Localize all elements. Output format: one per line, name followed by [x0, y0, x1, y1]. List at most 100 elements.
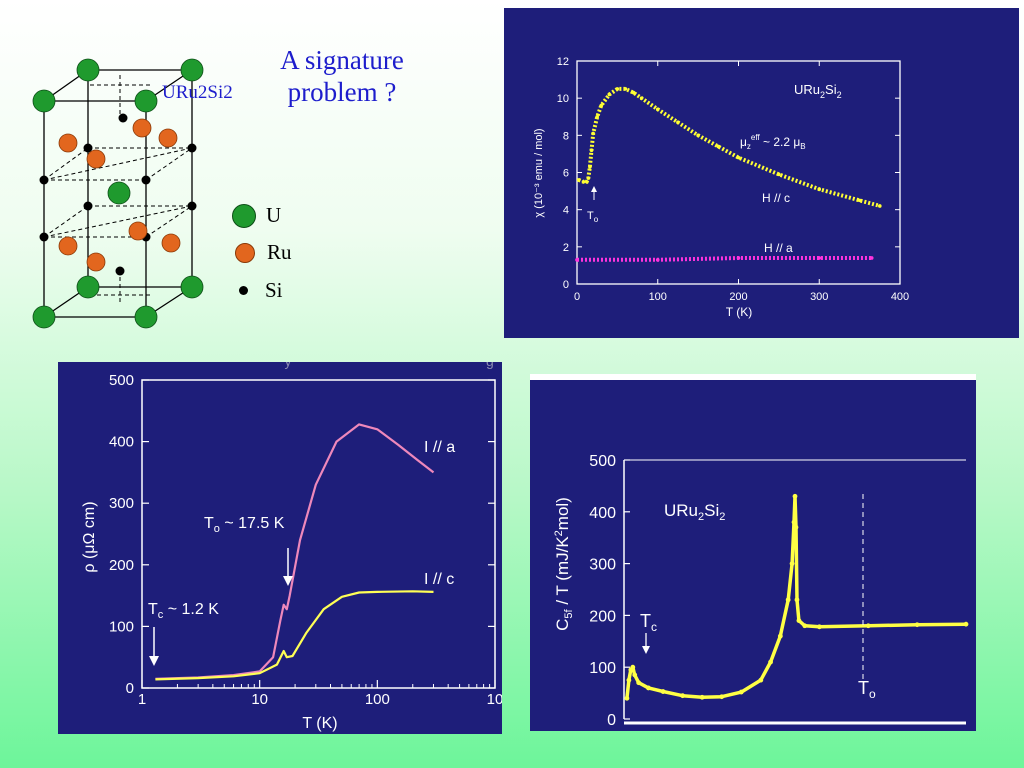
data-point — [857, 198, 862, 203]
data-point — [589, 148, 594, 152]
si-atom-swatch — [239, 286, 248, 295]
y-tick-label: 400 — [109, 434, 134, 451]
data-point — [792, 493, 798, 499]
compound-label: URu2Si2 — [664, 501, 725, 523]
crystal-structure-diagram: URu2Si2 — [32, 58, 233, 329]
plot-frame — [141, 379, 496, 689]
x-axis-label: T (K) — [302, 715, 337, 732]
data-point — [586, 176, 591, 180]
tc-arrow — [149, 627, 159, 666]
data-point — [869, 256, 874, 260]
data-point — [639, 96, 644, 100]
y-tick-label: 500 — [109, 372, 134, 389]
y-tick-label: 200 — [109, 557, 134, 574]
data-point — [963, 621, 969, 627]
data-point — [660, 689, 666, 694]
to-label: To — [858, 678, 876, 701]
tc-annotation: Tc ~ 1.2 K — [148, 601, 219, 621]
clipped-header-text-2: g — [486, 362, 494, 369]
clipped-header-text: y — [285, 362, 292, 369]
data-point — [865, 623, 871, 629]
x-tick-label: 200 — [729, 291, 747, 303]
legend-label-ru: Ru — [267, 240, 292, 264]
series-label-i-c: I // c — [424, 571, 454, 588]
data-point — [599, 103, 604, 108]
y-tick-label: 400 — [589, 505, 616, 522]
title-line-1: A signature — [280, 45, 404, 75]
data-point — [655, 258, 660, 262]
x-tick-label: 400 — [891, 291, 909, 303]
x-tick-label: 100 — [649, 291, 667, 303]
data-point — [777, 172, 781, 177]
series-line-0 — [155, 423, 435, 680]
data-point — [802, 623, 808, 629]
data-point — [796, 618, 802, 623]
x-axis-label: T (K) — [726, 305, 752, 319]
plot-frame — [576, 60, 901, 285]
specific-heat-chart: 0 100 200 300 400 500 C5f / T (mJ/K2mol) URu2… — [530, 374, 976, 729]
y-axis-label: C5f / T (mJ/K2mol) — [553, 497, 575, 631]
data-point — [575, 258, 579, 262]
y-tick-label: 0 — [607, 712, 616, 729]
compound-label: URu2Si2 — [794, 82, 842, 100]
x-tick-label: 100 — [365, 691, 390, 708]
data-point — [607, 92, 612, 97]
mu-eff-annotation: μzeff ~ 2.2 μB — [740, 133, 806, 151]
data-point — [646, 685, 651, 691]
data-point — [738, 689, 744, 695]
data-point — [636, 680, 642, 686]
data-point — [719, 694, 725, 700]
series-line-0 — [577, 86, 881, 208]
data-point — [789, 561, 795, 566]
title-line-2: problem ? — [287, 77, 397, 107]
legend-item-u: U — [232, 203, 281, 228]
data-point — [785, 597, 791, 603]
data-point — [595, 114, 599, 119]
data-point — [626, 677, 632, 683]
data-point — [680, 693, 686, 699]
y-tick-label: 0 — [126, 680, 134, 697]
y-tick-label: 8 — [563, 130, 569, 142]
data-point — [817, 256, 822, 260]
x-tick-label: 1 — [138, 691, 146, 708]
susceptibility-chart-panel: 0 2 4 6 8 10 12 0 100 200 300 400 T (K) χ (10⁻³ em… — [504, 8, 1019, 338]
data-point — [736, 155, 741, 160]
to-annotation: To ~ 17.5 K — [204, 515, 285, 535]
to-label: To — [587, 210, 599, 224]
data-point — [793, 524, 799, 530]
data-point — [794, 597, 800, 603]
y-tick-label: 12 — [557, 56, 569, 68]
y-tick-label: 200 — [589, 608, 616, 625]
data-point — [791, 519, 797, 525]
specific-heat-chart-panel: 0 100 200 300 400 500 C5f / T (mJ/K2mol) URu2… — [530, 374, 976, 731]
data-point — [631, 90, 636, 95]
u-atom-swatch — [232, 203, 256, 228]
data-point — [758, 677, 764, 683]
y-tick-label: 10 — [557, 93, 569, 105]
y-tick-label: 2 — [563, 242, 569, 254]
crystal-label: URu2Si2 — [162, 82, 233, 103]
y-tick-label: 100 — [589, 660, 616, 677]
y-tick-label: 300 — [109, 495, 134, 512]
series-label-h-a: H // a — [764, 241, 793, 255]
to-arrow — [283, 548, 293, 586]
data-point — [576, 178, 581, 182]
to-marker: To — [587, 186, 599, 224]
data-point — [716, 144, 721, 149]
y-axis-label: ρ (μΩ cm) — [81, 501, 98, 572]
legend-item-ru: Ru — [235, 240, 292, 265]
data-point — [584, 179, 589, 184]
data-point — [777, 633, 783, 639]
ru-atom-swatch — [235, 242, 255, 263]
data-point — [615, 87, 620, 91]
series-label-i-a: I // a — [424, 439, 455, 456]
x-tick-label: 10 — [251, 691, 268, 708]
y-tick-label: 4 — [563, 205, 569, 217]
data-point — [914, 622, 920, 628]
data-point — [676, 120, 680, 125]
series-line-1 — [155, 590, 434, 681]
data-point — [655, 107, 660, 112]
legend-item-si: Si — [239, 278, 283, 303]
tc-label: Tc — [640, 611, 657, 634]
y-tick-label: 100 — [109, 618, 134, 635]
